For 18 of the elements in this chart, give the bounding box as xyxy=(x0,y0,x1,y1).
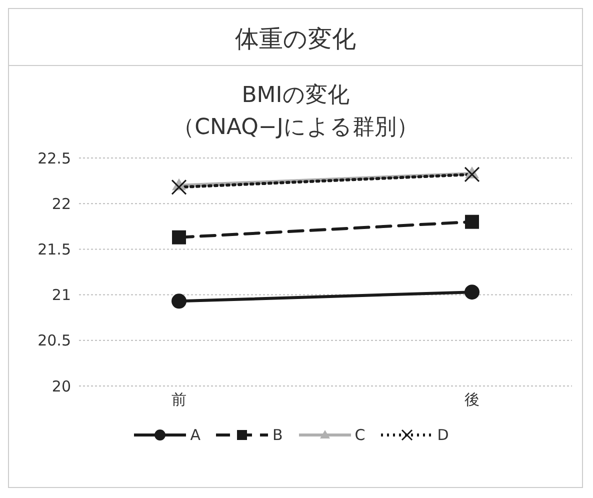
point xyxy=(172,294,186,309)
y-tick-label: 22 xyxy=(52,194,71,213)
y-tick-label: 20.5 xyxy=(38,332,71,350)
legend-label: A xyxy=(190,426,200,444)
point xyxy=(464,284,480,300)
legend-label: B xyxy=(272,426,283,444)
y-tick-label: 21.5 xyxy=(38,240,71,259)
x-tick-label: 後 xyxy=(464,390,480,409)
y-tick-label: 22.5 xyxy=(38,149,71,168)
x-tick-label: 前 xyxy=(172,390,186,409)
chart-title: 体重の変化 xyxy=(234,24,357,55)
legend-label: C xyxy=(354,426,366,444)
chart-subtitle: BMIの変化（CNAQ−Jによる群別） xyxy=(172,82,420,142)
y-tick-label: 21 xyxy=(52,286,71,304)
point xyxy=(465,214,479,229)
point xyxy=(172,230,186,244)
y-tick-label: 20 xyxy=(52,377,71,396)
legend-label: D xyxy=(437,426,449,444)
